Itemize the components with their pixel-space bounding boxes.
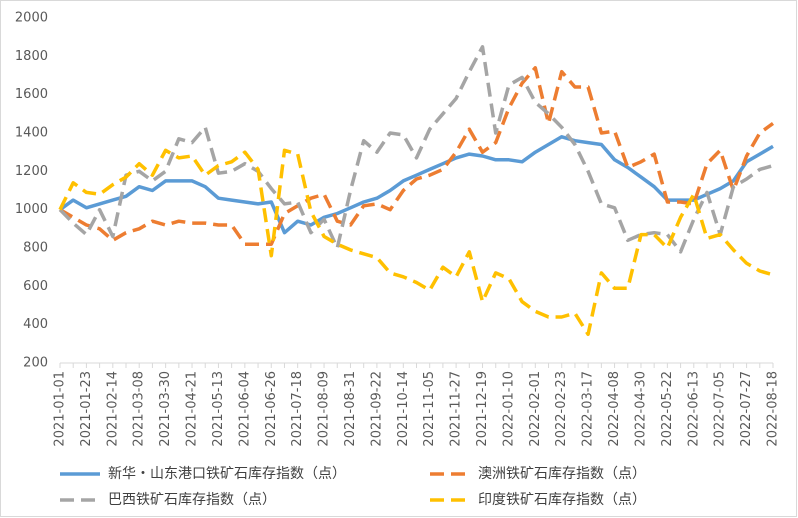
y-tick-label: 400 (23, 317, 48, 332)
y-tick-label: 600 (23, 279, 48, 294)
x-tick-label: 2021-01-01 (53, 371, 68, 447)
x-tick-label: 2022-01-10 (501, 371, 516, 447)
legend-label: 新华・山东港口铁矿石库存指数（点） (108, 466, 346, 482)
x-tick-label: 2021-12-19 (475, 371, 490, 447)
y-tick-label: 200 (23, 356, 48, 371)
x-tick-label: 2021-03-30 (158, 371, 173, 447)
y-tick-label: 1400 (15, 126, 48, 141)
y-tick-label: 800 (23, 241, 48, 256)
x-tick-label: 2022-04-30 (633, 371, 648, 447)
x-tick-label: 2022-07-27 (739, 371, 754, 447)
x-tick-label: 2021-05-13 (211, 371, 226, 447)
x-tick-label: 2022-02-23 (554, 371, 569, 447)
x-tick-label: 2021-09-22 (369, 371, 384, 447)
x-tick-label: 2021-06-04 (237, 371, 252, 447)
legend-label: 印度铁矿石库存指数（点） (478, 492, 646, 508)
legend: 新华・山东港口铁矿石库存指数（点） 澳洲铁矿石库存指数（点） 巴西铁矿石库存指数（点… (60, 466, 646, 508)
x-tick-label: 2022-08-18 (766, 371, 781, 447)
x-tick-label: 2021-10-14 (396, 371, 411, 447)
series-line (58, 148, 774, 337)
y-tick-label: 1000 (15, 202, 48, 217)
series-line (59, 66, 775, 246)
x-tick-label: 2021-11-05 (422, 371, 437, 447)
x-tick-label: 2022-04-08 (607, 371, 622, 447)
x-tick-label: 2021-06-26 (264, 371, 279, 447)
y-tick-label: 1800 (15, 49, 48, 64)
y-tick-label: 2000 (15, 11, 48, 26)
y-tick-label: 1600 (15, 87, 48, 102)
x-tick-label: 2021-02-14 (105, 371, 120, 447)
x-tick-label: 2021-04-21 (185, 371, 200, 447)
y-tick-label: 1200 (15, 164, 48, 179)
x-tick-label: 2021-08-31 (343, 371, 358, 447)
x-tick-label: 2022-07-05 (713, 371, 728, 447)
x-tick-label: 2021-11-27 (449, 371, 464, 447)
x-tick-label: 2022-06-13 (686, 371, 701, 447)
x-tick-label: 2021-07-18 (290, 371, 305, 447)
x-tick-label: 2021-01-23 (79, 371, 94, 447)
legend-label: 澳洲铁矿石库存指数（点） (478, 466, 646, 482)
x-tick-label: 2022-03-17 (581, 371, 596, 447)
x-tick-label: 2022-05-22 (660, 371, 675, 447)
series-line (58, 135, 774, 235)
series-line (58, 45, 774, 254)
x-tick-label: 2021-08-09 (317, 371, 332, 447)
x-tick-label: 2022-02-01 (528, 371, 543, 447)
legend-label: 巴西铁矿石库存指数（点） (108, 492, 276, 508)
x-tick-label: 2021-03-08 (132, 371, 147, 447)
